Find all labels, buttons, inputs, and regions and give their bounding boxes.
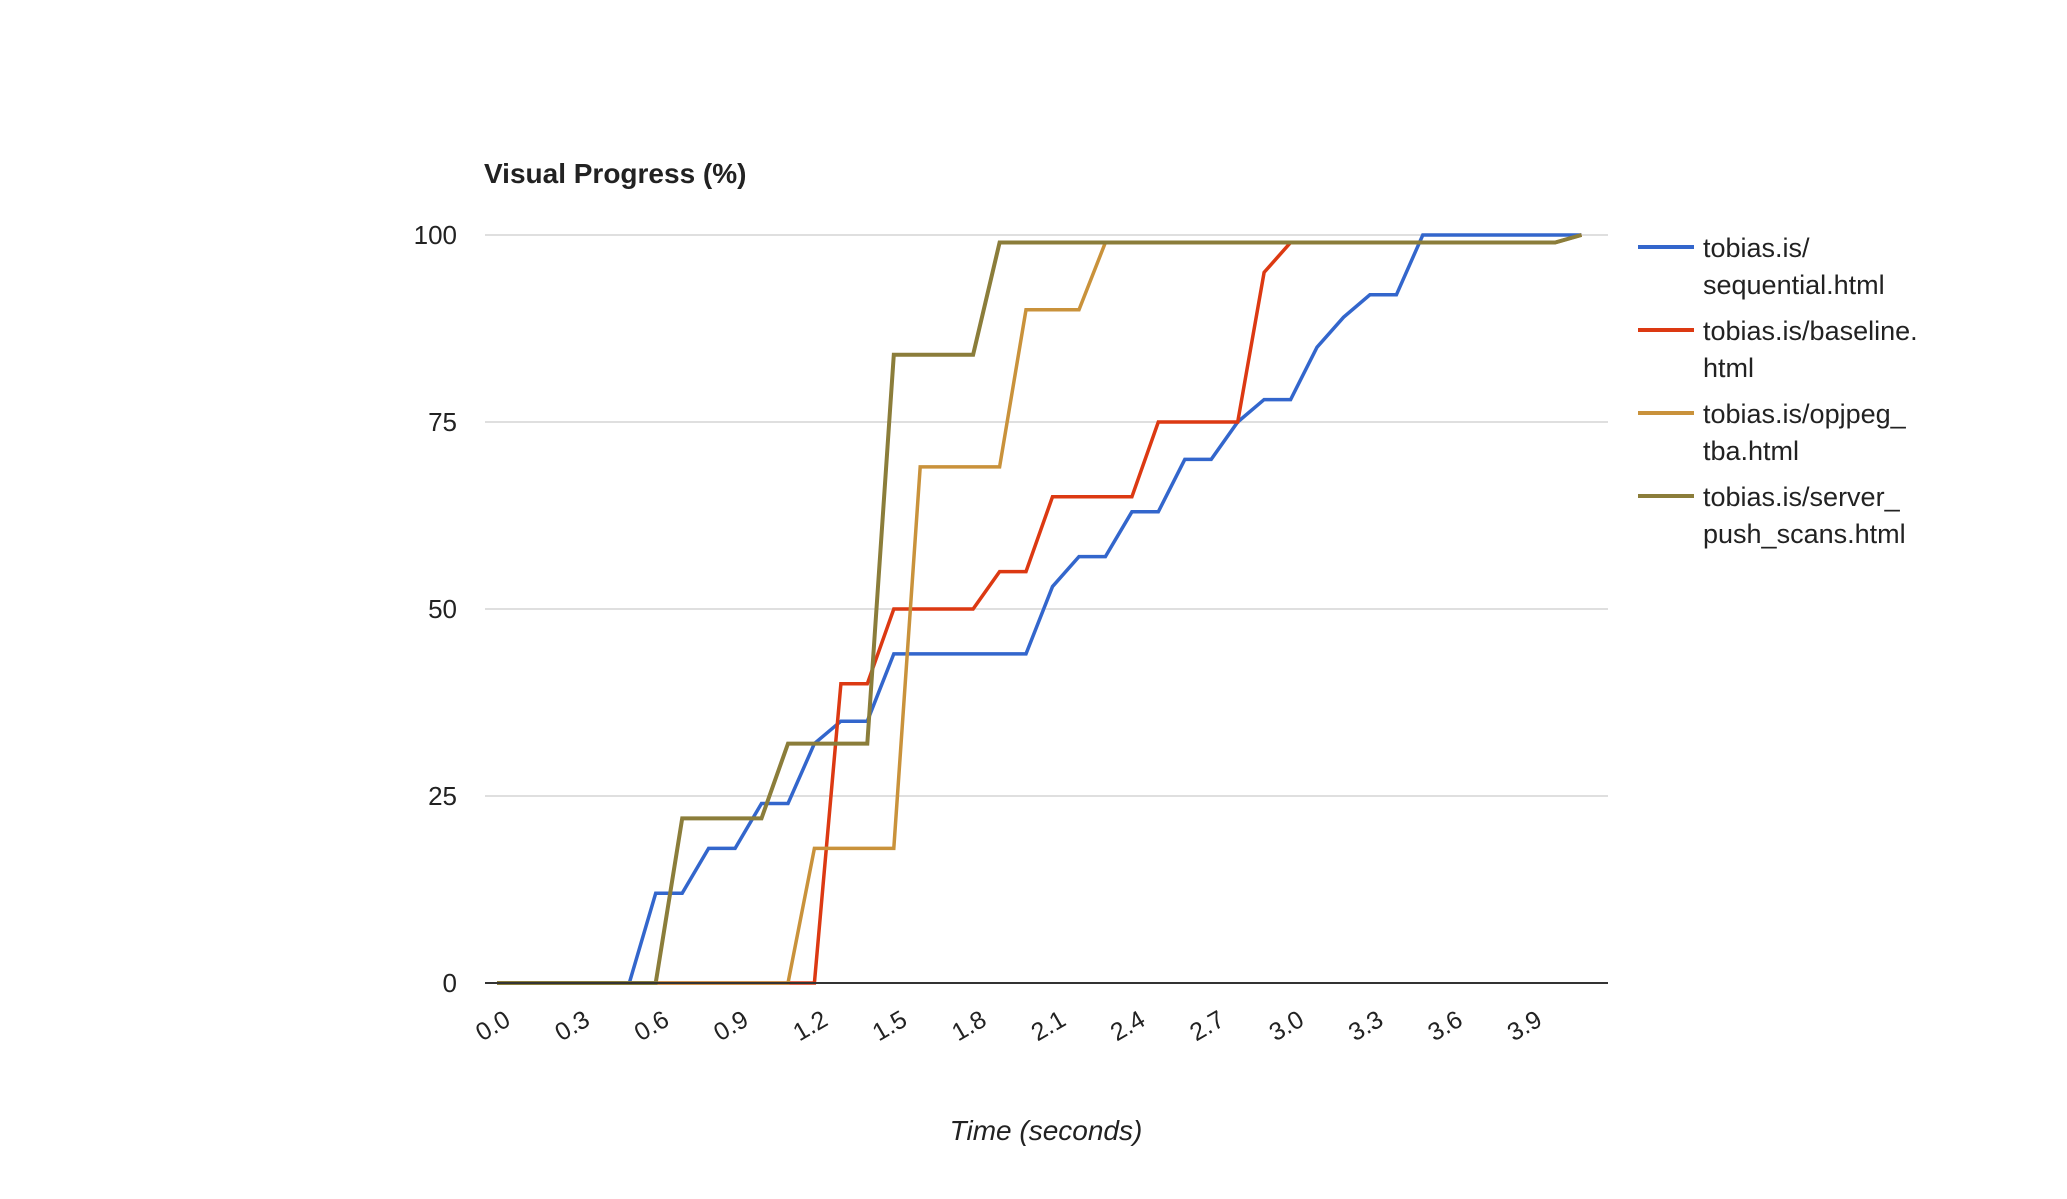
x-tick-label: 0.6 [630, 1005, 674, 1047]
series-line-0 [497, 233, 1582, 985]
legend-label-3: tobias.is/server_ [1703, 482, 1901, 512]
x-tick-label: 0.0 [471, 1005, 515, 1047]
grid-lines [485, 234, 1608, 797]
series-line-1 [497, 233, 1582, 985]
y-axis-ticks: 0 25 50 75 100 [414, 220, 457, 998]
legend: tobias.is/sequential.html tobias.is/basel… [1638, 233, 1918, 549]
x-tick-label: 0.9 [709, 1005, 753, 1047]
legend-label-3: push_scans.html [1703, 519, 1906, 549]
x-tick-label: 2.4 [1106, 1005, 1150, 1047]
x-tick-label: 3.9 [1503, 1005, 1547, 1047]
legend-label-2: tba.html [1703, 436, 1799, 466]
x-tick-label: 3.6 [1423, 1005, 1467, 1047]
x-tick-label: 1.8 [947, 1005, 991, 1047]
y-tick-label: 25 [428, 781, 457, 811]
x-axis-label: Time (seconds) [950, 1115, 1143, 1146]
y-tick-label: 50 [428, 594, 457, 624]
x-tick-label: 2.7 [1185, 1005, 1229, 1047]
legend-label-0: tobias.is/ [1703, 233, 1810, 263]
x-axis-ticks: 0.0 0.3 0.6 0.9 1.2 1.5 1.8 2.1 2.4 2.7 3.0 3.3 3.6 3… [471, 1005, 1547, 1047]
x-tick-label: 3.0 [1265, 1005, 1309, 1047]
chart-title: Visual Progress (%) [484, 158, 746, 189]
x-tick-label: 3.3 [1344, 1005, 1388, 1047]
legend-label-1: tobias.is/baseline. [1703, 316, 1918, 346]
x-tick-label: 1.2 [788, 1005, 832, 1047]
legend-label-0: sequential.html [1703, 270, 1885, 300]
y-tick-label: 0 [443, 968, 457, 998]
x-tick-label: 2.1 [1026, 1005, 1070, 1047]
y-tick-label: 100 [414, 220, 457, 250]
series-lines [497, 233, 1583, 985]
y-tick-label: 75 [428, 407, 457, 437]
x-tick-label: 0.3 [550, 1005, 594, 1047]
legend-label-2: tobias.is/opjpeg_ [1703, 399, 1907, 429]
series-line-3 [497, 233, 1583, 985]
legend-label-1: html [1703, 353, 1754, 383]
x-tick-label: 1.5 [868, 1005, 912, 1047]
